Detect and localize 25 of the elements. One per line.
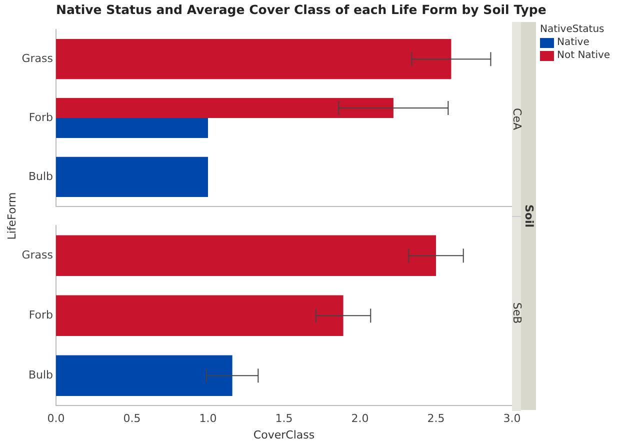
annotation: CeA	[510, 108, 523, 130]
chart-title: Native Status and Average Cover Class of each Life Form by Soil Type	[56, 2, 546, 17]
x-tick-label: 3.0	[503, 412, 521, 426]
y-tick-label: Bulb	[28, 368, 54, 382]
bar	[56, 235, 436, 276]
annotation: SeB	[510, 302, 523, 324]
y-axis-title: LifeForm	[6, 192, 18, 240]
bar	[56, 295, 344, 336]
legend-label: Not Native	[557, 50, 610, 61]
y-tick-label: Forb	[28, 110, 54, 124]
x-tick-label: 2.0	[351, 412, 369, 426]
x-tick-label: 0.5	[123, 412, 141, 426]
text: Soil	[522, 204, 535, 228]
y-tick-label: Bulb	[28, 170, 54, 183]
bar	[56, 355, 232, 396]
x-tick-label: 2.5	[427, 412, 445, 426]
x-tick-label: 0.0	[47, 412, 65, 426]
legend-title: NativeStatus	[540, 24, 606, 35]
x-tick-label: 1.5	[275, 412, 293, 426]
x-tick-label: 1.0	[199, 412, 217, 426]
x-axis-title: CoverClass	[253, 428, 315, 442]
y-tick-label: Forb	[28, 308, 54, 322]
y-tick-label: Grass	[22, 248, 54, 262]
legend-label: Native	[557, 37, 590, 48]
y-tick-label: Grass	[22, 52, 54, 65]
